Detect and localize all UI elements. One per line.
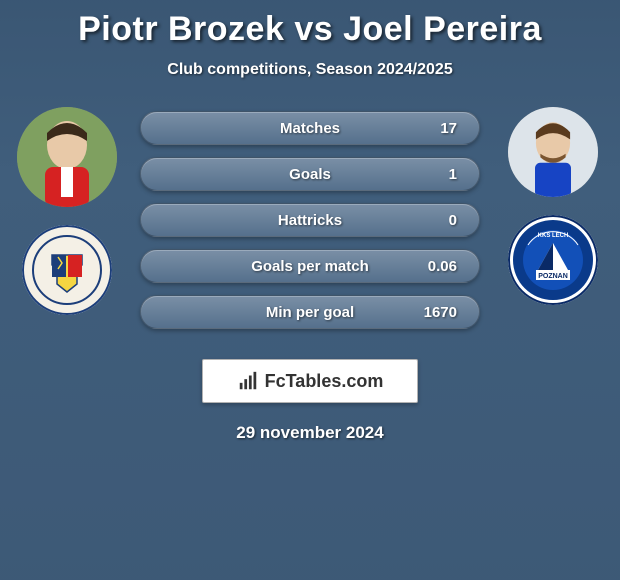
left-club-badge (22, 225, 112, 315)
club-crest-icon (22, 225, 112, 315)
date-line: 29 november 2024 (0, 423, 620, 443)
stat-right-value: 17 (415, 120, 457, 137)
right-player-avatar (508, 107, 598, 197)
site-logo-text: FcTables.com (265, 371, 384, 392)
stats-list: Matches 17 Goals 1 Hattricks 0 Goals per… (140, 111, 480, 329)
club-crest-icon: POZNAN KKS LECH (508, 215, 598, 305)
player-avatar-icon (17, 107, 117, 207)
stat-label: Hattricks (205, 212, 415, 229)
svg-text:KKS LECH: KKS LECH (538, 233, 569, 239)
site-logo[interactable]: FcTables.com (202, 359, 418, 403)
svg-text:POZNAN: POZNAN (538, 273, 568, 280)
left-player-column (12, 107, 122, 315)
stat-right-value: 1 (415, 166, 457, 183)
stat-row: Goals 1 (140, 157, 480, 191)
stat-row: Matches 17 (140, 111, 480, 145)
stat-label: Min per goal (205, 304, 415, 321)
stat-label: Goals per match (205, 258, 415, 275)
chart-icon (237, 370, 259, 392)
page-title: Piotr Brozek vs Joel Pereira (0, 0, 620, 49)
left-player-avatar (17, 107, 117, 207)
stat-right-value: 1670 (415, 304, 457, 321)
player-avatar-icon (508, 107, 598, 197)
stat-row: Min per goal 1670 (140, 295, 480, 329)
stat-label: Matches (205, 120, 415, 137)
stat-row: Goals per match 0.06 (140, 249, 480, 283)
right-club-badge: POZNAN KKS LECH (508, 215, 598, 305)
subtitle: Club competitions, Season 2024/2025 (0, 61, 620, 79)
content-root: Piotr Brozek vs Joel Pereira Club compet… (0, 0, 620, 580)
stat-label: Goals (205, 166, 415, 183)
stat-row: Hattricks 0 (140, 203, 480, 237)
main-row: Matches 17 Goals 1 Hattricks 0 Goals per… (0, 107, 620, 329)
stat-right-value: 0 (415, 212, 457, 229)
right-player-column: POZNAN KKS LECH (498, 107, 608, 305)
stat-right-value: 0.06 (415, 258, 457, 275)
